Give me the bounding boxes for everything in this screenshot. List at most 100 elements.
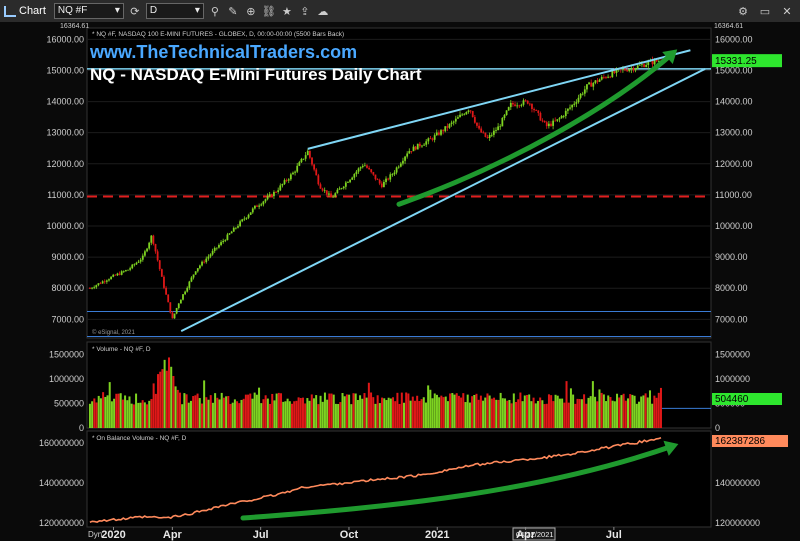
volume-bar: [648, 390, 651, 428]
volume-bar: [460, 397, 463, 428]
x-tick-label: Apr: [516, 529, 536, 541]
candle: [182, 294, 184, 300]
volume-bar: [657, 392, 660, 428]
volume-bar: [394, 401, 397, 428]
volume-bar: [326, 399, 329, 428]
volume-bar: [659, 387, 662, 428]
volume-bar: [495, 399, 498, 428]
candle: [245, 217, 248, 219]
candle: [473, 117, 476, 123]
volume-bar: [422, 397, 425, 428]
volume-bar: [515, 401, 518, 428]
candle: [332, 196, 335, 198]
crosshair-icon[interactable]: ⊕: [246, 5, 256, 18]
candle: [366, 165, 368, 168]
dyn-label[interactable]: Dyn: [88, 530, 102, 539]
volume-bar: [244, 394, 247, 428]
candle: [418, 143, 421, 147]
volume-bar: [299, 397, 302, 428]
volume-bar: [119, 393, 122, 428]
interval-value: D: [149, 5, 158, 16]
candle: [122, 271, 125, 273]
y-tick-label-right: 140000000: [715, 478, 760, 488]
candle: [655, 59, 658, 62]
y-tick-label: 160000000: [39, 438, 84, 448]
chevron-down-icon[interactable]: ▾: [114, 5, 120, 16]
candle: [177, 303, 180, 309]
candle: [124, 270, 127, 272]
candle: [643, 64, 645, 67]
y-tick-label: 8000.00: [51, 283, 84, 293]
volume-bar: [301, 397, 304, 428]
candle: [376, 179, 379, 181]
arrow-shaft: [396, 50, 676, 207]
candle: [569, 107, 571, 109]
website-label: www.TheTechnicalTraders.com: [89, 42, 357, 62]
candle: [196, 268, 199, 272]
settings-icon[interactable]: ⚙: [738, 5, 748, 18]
volume-last-value: 504460: [715, 394, 749, 405]
search-icon[interactable]: ⚲: [210, 5, 219, 18]
chart-canvas[interactable]: 7000.00 7000.00 8000.00 8000.00 9000.00 9000.…: [0, 22, 800, 541]
share-icon[interactable]: ⇪: [300, 5, 310, 18]
star-icon[interactable]: ★: [281, 5, 292, 18]
cloud-icon[interactable]: ☁: [317, 5, 329, 18]
chevron-down-icon[interactable]: ▾: [194, 5, 200, 16]
drawing-tool-icon[interactable]: ✎: [228, 5, 238, 18]
chart-app-icon: [4, 5, 16, 17]
refresh-icon[interactable]: ⟳: [130, 5, 140, 18]
volume-bar: [547, 394, 550, 428]
volume-bar: [264, 395, 267, 428]
candle: [446, 126, 449, 128]
volume-bar: [192, 396, 195, 428]
volume-bar: [607, 395, 610, 428]
volume-bar: [587, 397, 590, 428]
volume-bar: [115, 393, 118, 428]
volume-bar: [605, 401, 608, 428]
candle: [283, 180, 286, 185]
candle: [541, 120, 544, 122]
candle: [579, 93, 582, 98]
volume-bar: [359, 395, 362, 428]
candle: [505, 110, 508, 116]
volume-bar: [110, 401, 113, 428]
volume-bar: [387, 397, 390, 428]
minimize-icon[interactable]: ▭: [759, 5, 771, 18]
volume-bar: [304, 403, 307, 428]
candle: [433, 135, 436, 140]
volume-bar: [519, 392, 522, 428]
candle: [135, 262, 138, 265]
candle: [626, 70, 629, 72]
volume-bar: [288, 401, 291, 428]
candle: [188, 281, 191, 288]
candle: [592, 83, 595, 87]
candle: [518, 105, 521, 107]
volume-bar: [552, 401, 555, 428]
candle: [448, 123, 451, 128]
price-pane: 7000.00 7000.00 8000.00 8000.00 9000.00 9000.…: [46, 23, 782, 339]
y-tick-label-right: 1000000: [715, 374, 750, 384]
candle: [220, 242, 222, 246]
interval-input[interactable]: D ▾: [145, 3, 204, 19]
volume-bar: [196, 393, 199, 428]
candle: [228, 233, 231, 235]
candle: [425, 141, 428, 145]
link-icon[interactable]: ⛓: [261, 5, 276, 18]
volume-bar: [277, 392, 280, 428]
candle: [144, 251, 146, 256]
volume-bar: [420, 399, 423, 428]
volume-bar: [365, 397, 368, 428]
volume-bar: [251, 398, 254, 428]
volume-bar: [152, 383, 155, 428]
candle: [179, 299, 182, 304]
candle: [294, 171, 296, 173]
candle: [615, 69, 618, 73]
volume-bar: [640, 396, 643, 428]
close-icon[interactable]: ✕: [782, 5, 792, 18]
symbol-input[interactable]: NQ #F ▾: [53, 3, 124, 19]
volume-bar: [319, 395, 322, 428]
volume-bar: [631, 394, 634, 428]
x-tick-label: Jul: [253, 529, 269, 541]
candle: [285, 180, 288, 181]
volume-bar: [525, 394, 528, 428]
